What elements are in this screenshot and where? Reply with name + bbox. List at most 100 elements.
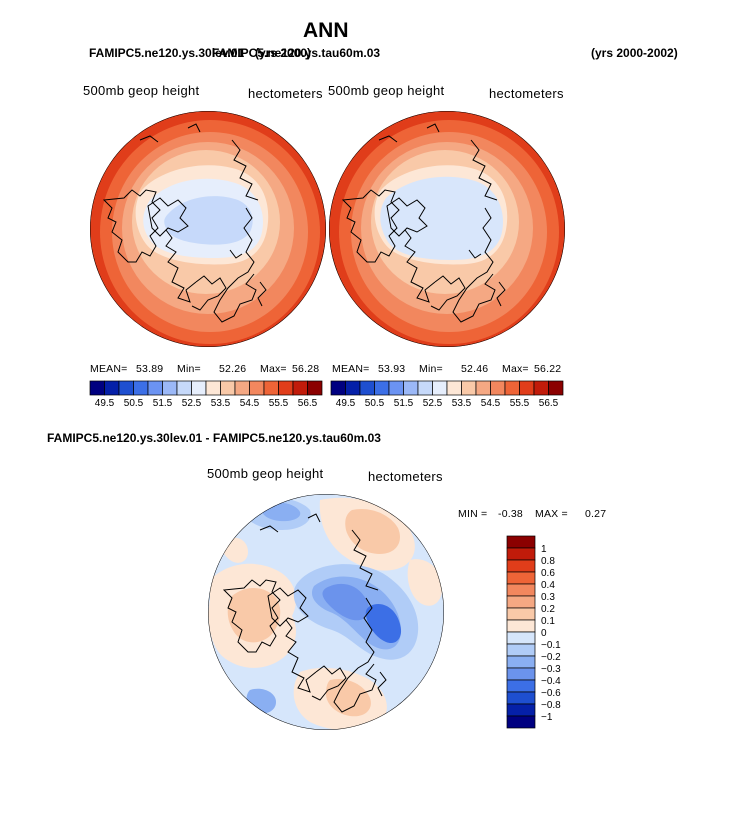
colorbar-tick-label: −0.3: [541, 664, 561, 675]
band-52.5: [380, 176, 503, 260]
colorbar-swatch: [374, 380, 390, 396]
top-left-years: (yrs 2000): [255, 46, 312, 60]
diff-map: [208, 494, 444, 730]
left-max-label: Max=: [260, 363, 287, 375]
colorbar-tick-label: 56.5: [539, 398, 559, 409]
left-units-label: hectometers: [248, 86, 323, 101]
colorbar-tick-label: 50.5: [124, 398, 144, 409]
colorbar-swatch: [278, 380, 294, 396]
top-right-years: (yrs 2000-2002): [591, 46, 678, 60]
colorbar-swatch: [359, 380, 375, 396]
colorbar-swatch: [506, 631, 536, 645]
colorbar-tick-label: 53.5: [452, 398, 472, 409]
diff-colorbar: 10.80.60.40.30.20.10−0.1−0.2−0.3−0.4−0.6…: [506, 535, 561, 729]
left-mean-value: 53.89: [136, 363, 164, 375]
right-mean-value: 53.93: [378, 363, 406, 375]
colorbar-swatch: [519, 380, 535, 396]
diff-max-value: 0.27: [585, 508, 607, 520]
colorbar-tick-label: 56.5: [298, 398, 318, 409]
diff-min-value: -0.38: [498, 508, 523, 520]
right-variable-label: 500mb geop height: [328, 83, 445, 98]
right-colorbar: 49.5 50.5 51.5 52.5 53.5 54.5 55.5 56.5: [330, 380, 564, 409]
top-left-case: FAMIPC5.ne120.ys.30lev.01: [89, 46, 245, 60]
colorbar-swatch: [506, 595, 536, 609]
right-coastlines: [341, 123, 506, 323]
right-max-label: Max=: [502, 363, 529, 375]
colorbar-swatch: [191, 380, 207, 396]
colorbar-swatch: [506, 607, 536, 621]
colorbar-swatch: [506, 703, 536, 717]
colorbar-swatch: [162, 380, 178, 396]
colorbar-swatch: [118, 380, 134, 396]
colorbar-swatch: [220, 380, 236, 396]
colorbar-swatch: [330, 380, 346, 396]
colorbar-tick-label: 54.5: [240, 398, 260, 409]
colorbar-swatch: [548, 380, 564, 396]
colorbar-swatch: [388, 380, 404, 396]
colorbar-tick-label: 52.5: [182, 398, 202, 409]
colorbar-swatch: [263, 380, 279, 396]
colorbar-swatch: [533, 380, 549, 396]
colorbar-tick-label: 0.3: [541, 592, 555, 603]
colorbar-tick-label: 54.5: [481, 398, 501, 409]
colorbar-swatch: [506, 715, 536, 729]
left-colorbar: 49.5 50.5 51.5 52.5 53.5 54.5 55.5 56.5: [89, 380, 323, 409]
colorbar-swatch: [89, 380, 105, 396]
colorbar-swatch: [345, 380, 361, 396]
left-min-label: Min=: [177, 363, 201, 375]
diff-title: FAMIPC5.ne120.ys.30lev.01 - FAMIPC5.ne12…: [47, 431, 381, 445]
colorbar-swatch: [292, 380, 308, 396]
main-title: ANN: [303, 19, 349, 42]
colorbar-swatch: [506, 547, 536, 561]
diff-coastlines: [222, 513, 387, 713]
colorbar-tick-label: −0.6: [541, 688, 561, 699]
colorbar-tick-label: 0: [541, 628, 547, 639]
right-min-label: Min=: [419, 363, 443, 375]
colorbar-tick-label: 52.5: [423, 398, 443, 409]
colorbar-swatch: [461, 380, 477, 396]
colorbar-swatch: [249, 380, 265, 396]
colorbar-swatch: [403, 380, 419, 396]
colorbar-swatch: [307, 380, 323, 396]
colorbar-swatch: [147, 380, 163, 396]
colorbar-tick-label: 50.5: [365, 398, 385, 409]
right-min-value: 52.46: [461, 363, 489, 375]
colorbar-tick-label: 53.5: [211, 398, 231, 409]
colorbar-tick-label: −0.1: [541, 640, 561, 651]
diff-pos-east: [407, 559, 443, 606]
colorbar-swatch: [506, 559, 536, 573]
colorbar-swatch: [475, 380, 491, 396]
right-max-value: 56.22: [534, 363, 562, 375]
diff-min-label: MIN =: [458, 508, 488, 520]
colorbar-swatch: [417, 380, 433, 396]
colorbar-swatch: [506, 655, 536, 669]
colorbar-tick-label: −0.4: [541, 676, 561, 687]
colorbar-tick-label: 55.5: [269, 398, 289, 409]
colorbar-swatch: [432, 380, 448, 396]
right-mean-label: MEAN=: [332, 363, 370, 375]
colorbar-swatch: [506, 691, 536, 705]
colorbar-tick-label: −0.8: [541, 700, 561, 711]
left-variable-label: 500mb geop height: [83, 83, 200, 98]
left-min-value: 52.26: [219, 363, 247, 375]
colorbar-swatch: [506, 619, 536, 633]
left-max-value: 56.28: [292, 363, 320, 375]
colorbar-swatch: [490, 380, 506, 396]
colorbar-tick-label: 51.5: [394, 398, 414, 409]
colorbar-swatch: [506, 583, 536, 597]
colorbar-swatch: [205, 380, 221, 396]
colorbar-swatch: [506, 535, 536, 549]
colorbar-swatch: [506, 571, 536, 585]
colorbar-tick-label: −1: [541, 712, 553, 723]
colorbar-tick-label: 0.8: [541, 556, 555, 567]
colorbar-tick-label: 55.5: [510, 398, 530, 409]
colorbar-swatch: [133, 380, 149, 396]
top-left-case-overlap: FAMIPC5.ne120.ys.tau60m.03: [212, 46, 381, 60]
diff-units-label: hectometers: [368, 469, 443, 484]
right-units-label: hectometers: [489, 86, 564, 101]
colorbar-swatch: [104, 380, 120, 396]
colorbar-swatch: [504, 380, 520, 396]
diff-variable-label: 500mb geop height: [207, 466, 324, 481]
colorbar-swatch: [506, 679, 536, 693]
colorbar-swatch: [506, 643, 536, 657]
